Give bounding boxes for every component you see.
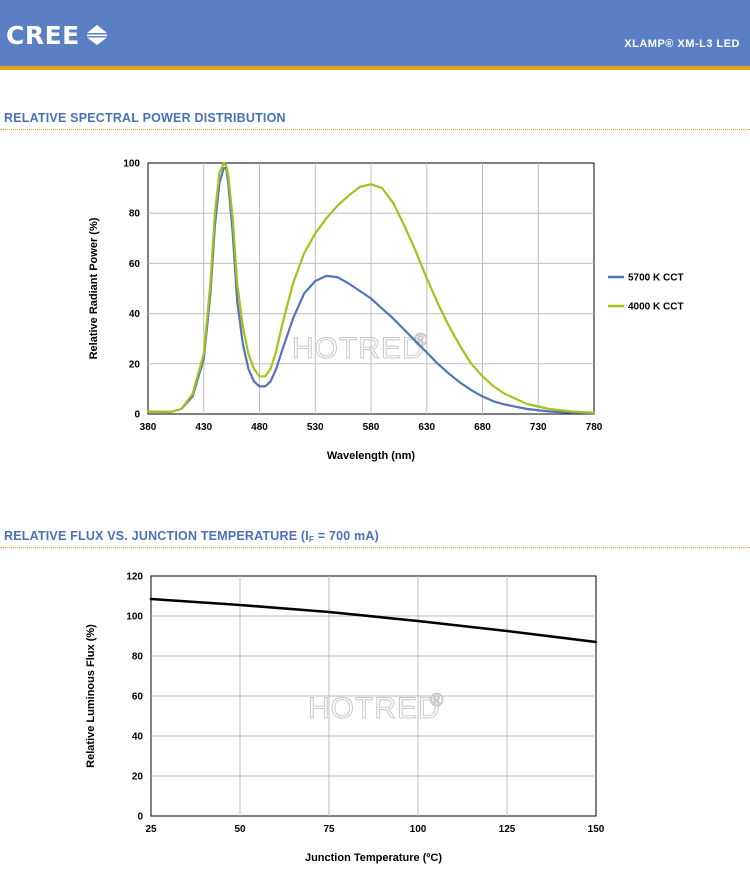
y-axis-label: Relative Luminous Flux (%)	[85, 624, 97, 768]
x-tick-label: 75	[323, 824, 335, 835]
spectral-power-chart: 380 430 480 530 580 630 680 730 780 0 20 40 60 80 100 W…	[88, 159, 684, 463]
y-tick-label: 80	[132, 652, 144, 663]
x-tick-label: 780	[586, 422, 603, 433]
section-title-flux: RELATIVE FLUX VS. JUNCTION TEMPERATURE (…	[4, 529, 379, 544]
x-tick-label: 480	[251, 422, 268, 433]
relative-flux-chart: 25 50 75 100 125 150 0 20 40 60 80 100 120 Junction T…	[85, 572, 605, 865]
x-tick-label: 150	[588, 824, 605, 835]
x-tick-label: 530	[307, 422, 324, 433]
watermark-registered-mark: ®	[430, 690, 443, 710]
y-tick-label: 0	[137, 812, 143, 823]
series-line-4000-k-cct	[146, 161, 596, 414]
brand-logo: CREE	[6, 18, 108, 52]
x-axis-label: Wavelength (nm)	[327, 450, 416, 462]
y-tick-label: 20	[129, 359, 141, 370]
x-tick-label: 100	[410, 824, 427, 835]
section-title-flux-subscript: F	[308, 535, 315, 544]
section-title-flux-tail: = 700 mA)	[314, 529, 379, 543]
x-tick-label: 580	[363, 422, 380, 433]
y-tick-label: 60	[129, 259, 141, 270]
brand-name: CREE	[6, 20, 80, 50]
x-tick-label: 25	[145, 824, 157, 835]
watermark-registered-mark: ®	[414, 330, 427, 350]
x-tick-label: 680	[474, 422, 491, 433]
y-tick-label: 40	[129, 309, 141, 320]
y-tick-label: 60	[132, 692, 144, 703]
x-axis-label: Junction Temperature (ºC)	[305, 852, 442, 864]
watermark-text: HOTRED	[292, 332, 425, 365]
y-tick-label: 100	[123, 159, 140, 170]
x-tick-label: 380	[140, 422, 157, 433]
legend-label: 4000 K CCT	[628, 302, 684, 313]
section-title-spectral: RELATIVE SPECTRAL POWER DISTRIBUTION	[4, 111, 286, 125]
section-divider	[0, 547, 750, 548]
series-line-5700-k-cct	[146, 166, 596, 415]
y-tick-label: 20	[132, 772, 144, 783]
watermark-text: HOTRED	[308, 692, 441, 725]
legend-label: 5700 K CCT	[628, 273, 684, 284]
header-bar: CREE XLAMP® XM-L3 LED	[0, 0, 750, 70]
x-tick-label: 125	[499, 824, 516, 835]
y-tick-label: 0	[134, 410, 140, 421]
y-axis-label: Relative Radiant Power (%)	[88, 217, 100, 359]
x-tick-label: 730	[530, 422, 547, 433]
x-tick-label: 630	[418, 422, 435, 433]
section-divider	[0, 129, 750, 130]
y-tick-label: 40	[132, 732, 144, 743]
x-tick-label: 50	[234, 824, 246, 835]
section-title-flux-main: RELATIVE FLUX VS. JUNCTION TEMPERATURE (…	[4, 529, 309, 543]
y-tick-label: 100	[126, 612, 143, 623]
cree-diamond-icon	[86, 25, 107, 45]
series-line-0	[149, 597, 598, 644]
y-tick-label: 120	[126, 572, 143, 583]
x-tick-label: 430	[195, 422, 212, 433]
y-tick-label: 80	[129, 209, 141, 220]
product-name: XLAMP® XM-L3 LED	[624, 38, 740, 50]
